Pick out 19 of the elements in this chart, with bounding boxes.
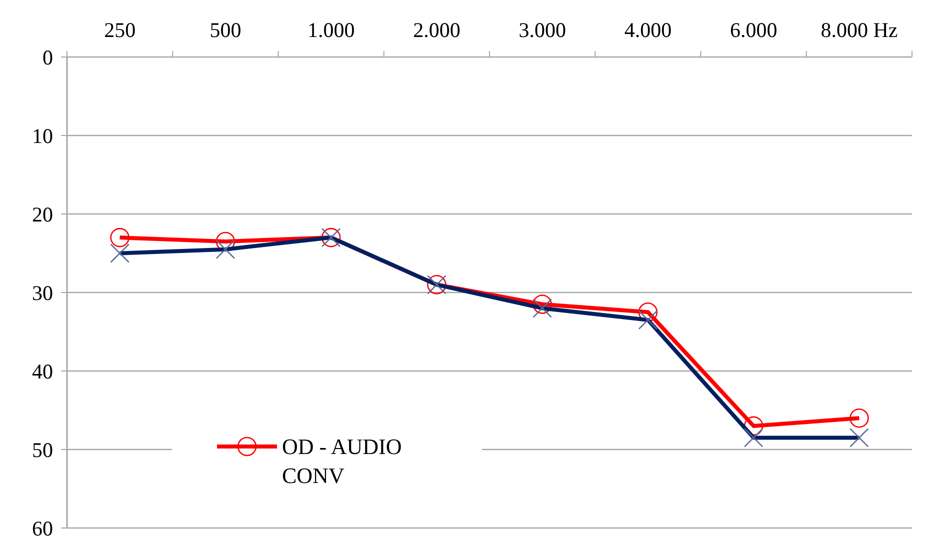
y-tick-label: 10 [32, 124, 53, 148]
y-tick-label: 0 [42, 45, 53, 70]
x-tick-label: 6.000 [730, 18, 778, 42]
y-tick-label: 60 [32, 516, 53, 538]
y-tick-label: 30 [32, 280, 53, 305]
x-tick-label: 1.000 [307, 18, 355, 42]
x-tick-label: 8.000 Hz [820, 18, 898, 42]
y-tick-label: 40 [32, 359, 53, 384]
point [532, 294, 552, 314]
x-tick-label: 4.000 [624, 18, 672, 42]
point [850, 408, 869, 428]
y-tick-label: 50 [32, 438, 53, 462]
x-tick-label: 2.000 [413, 18, 460, 42]
legend-label: OD - AUDIO CONV [282, 434, 402, 488]
y-tick-label: 20 [32, 202, 53, 226]
x-tick-label: 250 [104, 18, 136, 42]
x-tick-label: 500 [210, 18, 242, 42]
point [110, 228, 130, 248]
x-tick-label: 3.000 [518, 18, 566, 42]
